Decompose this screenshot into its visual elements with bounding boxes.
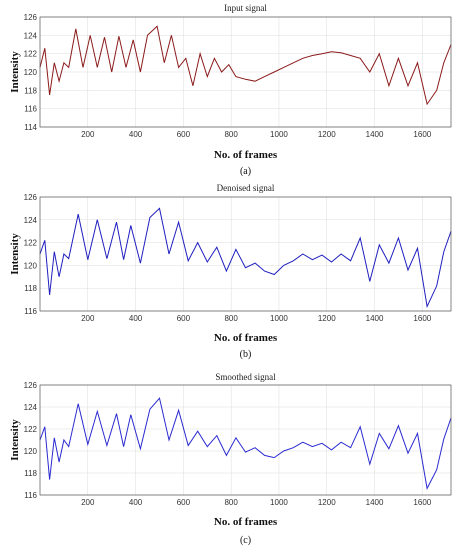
chart-title: Input signal — [224, 3, 267, 13]
y-tick-label: 116 — [24, 105, 37, 114]
x-tick-label: 1000 — [270, 130, 288, 139]
x-tick-label: 1000 — [270, 314, 288, 323]
x-tick-label: 800 — [224, 498, 238, 507]
y-tick-label: 124 — [24, 216, 38, 225]
x-axis-label: No. of frames — [214, 149, 278, 161]
x-tick-label: 1000 — [270, 498, 288, 507]
y-tick-label: 116 — [24, 307, 37, 316]
x-tick-label: 400 — [129, 314, 143, 323]
y-tick-label: 124 — [24, 403, 38, 412]
panel-caption: (a) — [240, 166, 251, 177]
y-axis-label: Intensity — [9, 51, 21, 93]
x-tick-label: 400 — [129, 498, 143, 507]
y-tick-label: 122 — [24, 425, 38, 434]
y-axis-label: Intensity — [9, 419, 21, 461]
x-tick-label: 600 — [177, 314, 191, 323]
x-tick-label: 600 — [177, 498, 191, 507]
x-tick-label: 1200 — [318, 130, 336, 139]
x-tick-label: 1600 — [413, 314, 431, 323]
x-tick-label: 200 — [81, 314, 95, 323]
y-tick-label: 122 — [24, 239, 38, 248]
chart-title: Smoothed signal — [215, 372, 276, 382]
y-tick-label: 120 — [24, 261, 38, 270]
x-tick-label: 200 — [81, 498, 95, 507]
series-line — [39, 397, 452, 490]
chart-panel-b: 200 400 600 800 1000 1200 1400 1600 116 118 120 122… — [9, 183, 452, 360]
x-tick-label: 1200 — [318, 498, 336, 507]
plot-frame — [39, 196, 452, 312]
y-tick-label: 118 — [24, 284, 37, 293]
plot-frame — [39, 16, 452, 128]
y-tick-label: 118 — [24, 86, 37, 95]
chart-panel-c: 200 400 600 800 1000 1200 1400 1600 116 118 120 122… — [9, 372, 452, 546]
x-tick-label: 1400 — [366, 314, 384, 323]
x-tick-label: 1400 — [366, 498, 384, 507]
panel-caption: (c) — [240, 535, 251, 546]
y-tick-label: 122 — [24, 50, 38, 59]
y-tick-label: 118 — [24, 469, 37, 478]
x-tick-label: 1600 — [413, 130, 431, 139]
y-tick-label: 126 — [24, 193, 38, 202]
series-line — [39, 25, 452, 106]
x-tick-label: 600 — [177, 130, 191, 139]
chart-panel-a: 200 400 600 800 1000 1200 1400 1600 114 116 118 120… — [9, 3, 452, 177]
y-tick-label: 120 — [24, 68, 38, 77]
y-axis-label: Intensity — [9, 233, 21, 275]
series-line — [39, 207, 452, 309]
chart-title: Denoised signal — [217, 183, 275, 193]
x-axis-label: No. of frames — [214, 332, 278, 344]
x-tick-label: 1600 — [413, 498, 431, 507]
x-tick-label: 400 — [129, 130, 143, 139]
x-tick-label: 800 — [224, 314, 238, 323]
plot-frame — [39, 384, 452, 496]
x-tick-label: 800 — [224, 130, 238, 139]
y-tick-label: 126 — [24, 381, 38, 390]
y-tick-label: 114 — [24, 123, 37, 132]
panel-caption: (b) — [240, 349, 252, 360]
x-tick-label: 1200 — [318, 314, 336, 323]
y-tick-label: 124 — [24, 31, 38, 40]
x-tick-label: 200 — [81, 130, 95, 139]
x-tick-label: 1400 — [366, 130, 384, 139]
y-tick-label: 116 — [24, 491, 37, 500]
y-tick-label: 126 — [24, 13, 38, 22]
x-axis-label: No. of frames — [214, 516, 278, 528]
y-tick-label: 120 — [24, 447, 38, 456]
